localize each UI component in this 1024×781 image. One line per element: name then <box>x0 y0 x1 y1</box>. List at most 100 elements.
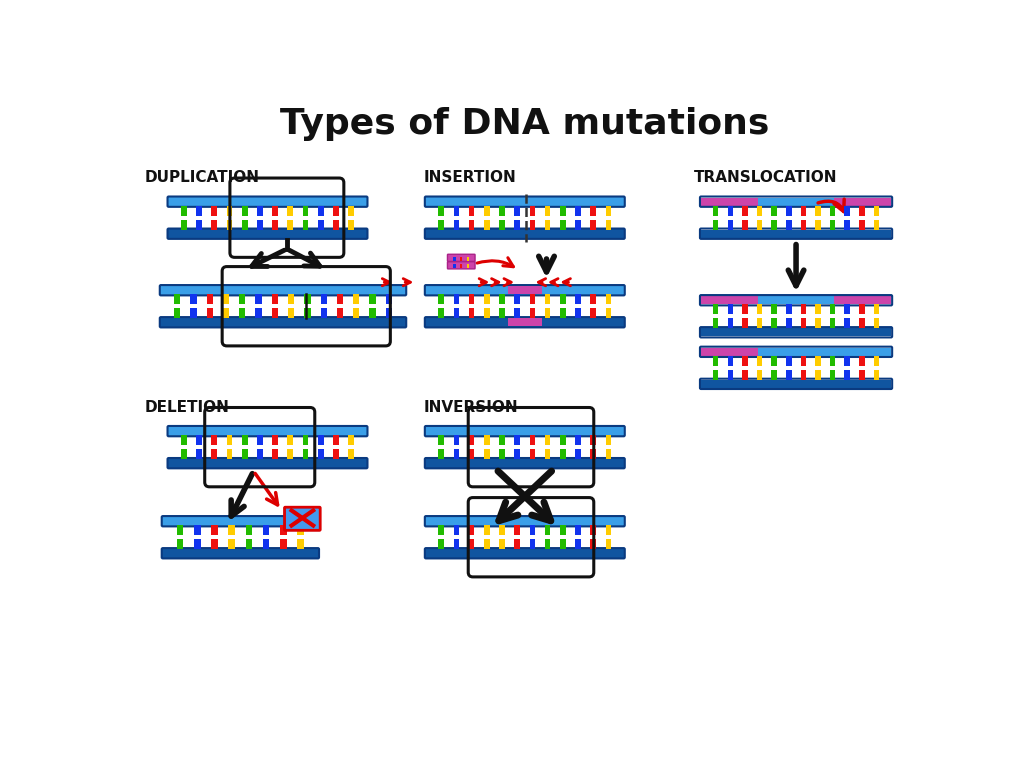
Text: INVERSION: INVERSION <box>424 400 519 415</box>
Bar <box>727 356 733 366</box>
Bar <box>469 205 474 216</box>
Bar <box>288 435 293 445</box>
Bar <box>454 294 460 305</box>
Bar <box>590 308 596 318</box>
Bar <box>484 294 489 305</box>
Bar <box>272 205 278 216</box>
Bar <box>469 308 474 318</box>
Bar <box>317 219 324 230</box>
Bar <box>333 219 339 230</box>
Bar <box>701 380 758 388</box>
Bar <box>508 318 542 326</box>
Bar <box>845 305 850 314</box>
Bar <box>713 219 719 230</box>
Bar <box>859 356 864 366</box>
Bar <box>701 230 758 237</box>
Bar <box>859 219 864 230</box>
Bar <box>590 449 596 459</box>
Bar <box>353 308 359 318</box>
Bar <box>829 318 836 328</box>
FancyBboxPatch shape <box>447 262 475 269</box>
Bar <box>545 205 551 216</box>
Bar <box>297 539 304 549</box>
Bar <box>348 205 354 216</box>
Bar <box>815 369 820 380</box>
Bar <box>529 526 536 535</box>
Bar <box>605 449 611 459</box>
Bar <box>560 294 565 305</box>
Bar <box>605 205 611 216</box>
Bar <box>815 356 820 366</box>
Bar <box>386 294 392 305</box>
Bar <box>859 318 864 328</box>
Bar <box>467 257 469 261</box>
Bar <box>499 435 505 445</box>
Bar <box>713 205 719 216</box>
Bar <box>438 435 444 445</box>
Bar <box>438 539 444 549</box>
Bar <box>590 205 596 216</box>
Bar <box>590 539 596 549</box>
Bar <box>590 294 596 305</box>
Bar <box>727 318 733 328</box>
Bar <box>271 308 278 318</box>
Bar <box>545 435 551 445</box>
Bar <box>834 230 891 237</box>
Bar <box>801 205 806 216</box>
Bar <box>484 449 489 459</box>
Bar <box>348 219 354 230</box>
Bar <box>771 356 777 366</box>
Bar <box>304 294 310 305</box>
Bar <box>713 305 719 314</box>
Bar <box>303 435 308 445</box>
Text: DUPLICATION: DUPLICATION <box>145 170 260 185</box>
Bar <box>303 205 308 216</box>
Text: TRANSLOCATION: TRANSLOCATION <box>693 170 838 185</box>
Bar <box>701 296 758 305</box>
Text: INSERTION: INSERTION <box>424 170 517 185</box>
Bar <box>605 294 611 305</box>
Bar <box>469 449 474 459</box>
Bar <box>605 526 611 535</box>
Bar <box>786 369 792 380</box>
Bar <box>575 294 581 305</box>
FancyBboxPatch shape <box>285 507 321 530</box>
Bar <box>177 526 183 535</box>
Bar <box>272 435 278 445</box>
Bar <box>873 305 880 314</box>
Bar <box>771 205 777 216</box>
FancyBboxPatch shape <box>425 285 625 295</box>
Bar <box>281 526 287 535</box>
Bar <box>370 308 376 318</box>
Bar <box>801 369 806 380</box>
Bar <box>873 219 880 230</box>
Bar <box>499 449 505 459</box>
Bar <box>197 205 202 216</box>
Bar <box>801 305 806 314</box>
Bar <box>801 219 806 230</box>
Bar <box>834 198 891 205</box>
Bar <box>727 369 733 380</box>
Bar <box>333 205 339 216</box>
Bar <box>469 294 474 305</box>
Bar <box>174 308 180 318</box>
Bar <box>742 205 748 216</box>
Bar <box>438 308 444 318</box>
Bar <box>194 526 201 535</box>
Bar <box>453 264 456 268</box>
FancyBboxPatch shape <box>168 197 368 207</box>
Bar <box>317 435 324 445</box>
Bar <box>701 328 758 337</box>
Bar <box>834 296 891 305</box>
Bar <box>786 219 792 230</box>
Bar <box>211 205 217 216</box>
Bar <box>514 435 520 445</box>
Bar <box>348 435 354 445</box>
Bar <box>499 219 505 230</box>
Bar <box>499 294 505 305</box>
Bar <box>454 435 460 445</box>
FancyBboxPatch shape <box>425 426 625 437</box>
Bar <box>438 526 444 535</box>
Bar <box>590 526 596 535</box>
Bar <box>771 369 777 380</box>
